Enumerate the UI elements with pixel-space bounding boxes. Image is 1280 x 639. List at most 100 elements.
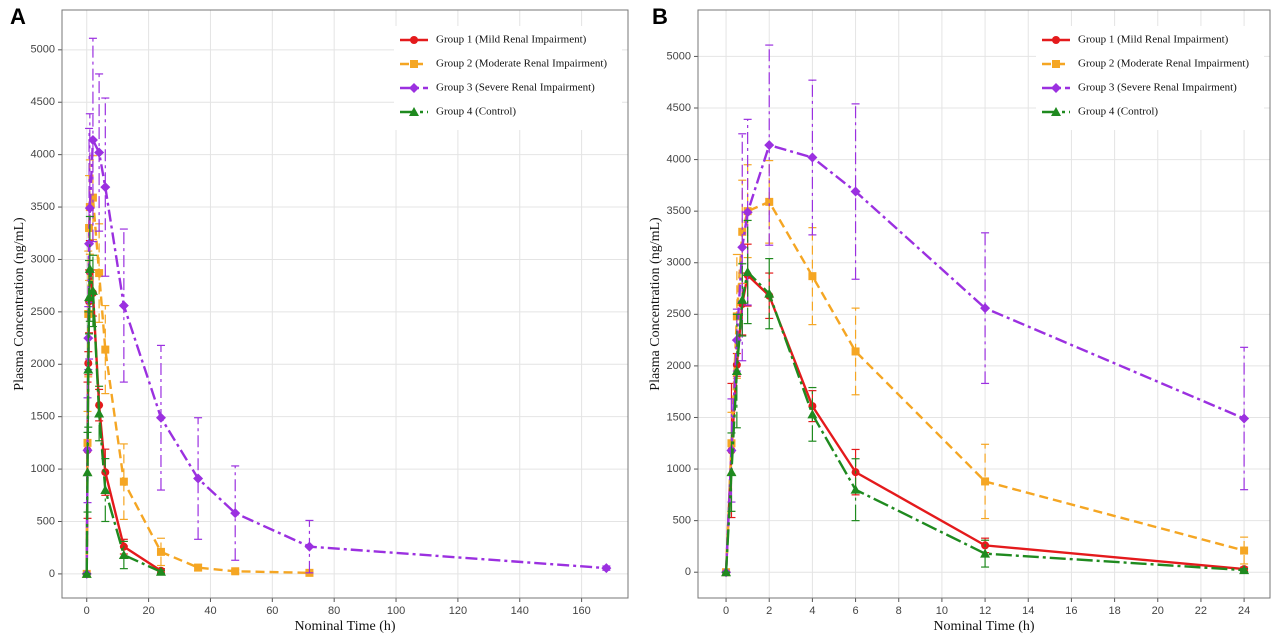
y-tick-label: 2500 xyxy=(31,306,55,318)
x-tick-label: 0 xyxy=(84,605,90,617)
marker xyxy=(194,563,203,572)
y-tick-label: 5000 xyxy=(31,44,55,56)
y-tick-label: 4500 xyxy=(667,102,691,114)
y-tick-label: 1500 xyxy=(667,411,691,423)
x-axis-title: Nominal Time (h) xyxy=(933,619,1034,634)
legend-label: Group 2 (Moderate Renal Impairment) xyxy=(1078,58,1249,70)
y-tick-label: 500 xyxy=(37,515,55,527)
y-tick-label: 3000 xyxy=(31,253,55,265)
x-tick-label: 8 xyxy=(896,605,902,617)
error-bar xyxy=(1240,536,1249,565)
legend-marker xyxy=(410,60,418,68)
series-line xyxy=(724,269,1245,573)
marker xyxy=(94,147,105,158)
marker xyxy=(1239,413,1250,424)
x-tick-label: 120 xyxy=(449,605,467,617)
marker xyxy=(101,345,110,354)
legend-marker xyxy=(1052,36,1060,44)
x-tick-label: 16 xyxy=(1065,605,1077,617)
marker xyxy=(742,267,753,277)
y-tick-label: 1000 xyxy=(667,463,691,475)
x-tick-label: 6 xyxy=(853,605,859,617)
marker xyxy=(981,477,990,486)
legend-marker xyxy=(1051,107,1061,116)
marker xyxy=(118,300,129,311)
legend-marker xyxy=(409,83,419,93)
legend-marker xyxy=(410,36,418,44)
marker xyxy=(193,473,204,484)
marker xyxy=(83,364,94,374)
marker xyxy=(88,193,97,202)
marker xyxy=(118,550,129,560)
error-bar xyxy=(156,537,165,567)
marker xyxy=(84,292,95,302)
marker xyxy=(1240,546,1249,555)
x-tick-label: 20 xyxy=(142,605,154,617)
plot-border xyxy=(697,9,1271,599)
y-tick-label: 1500 xyxy=(31,411,55,423)
marker xyxy=(851,347,860,356)
marker xyxy=(100,485,111,495)
error-bar xyxy=(743,219,752,325)
legend-label: Group 3 (Severe Renal Impairment) xyxy=(1078,82,1237,94)
marker xyxy=(84,263,95,273)
y-tick-label: 2000 xyxy=(667,360,691,372)
legend-box xyxy=(1036,26,1264,130)
panel-label: A xyxy=(10,4,26,29)
y-axis-title: Plasma Concentration (ng/mL) xyxy=(648,217,663,391)
marker xyxy=(87,134,98,145)
marker xyxy=(95,269,104,278)
legend-box xyxy=(394,26,622,130)
y-tick-label: 3500 xyxy=(667,205,691,217)
marker xyxy=(742,207,753,218)
y-tick-label: 4000 xyxy=(667,153,691,165)
error-bar xyxy=(101,97,110,277)
error-bar xyxy=(808,386,817,442)
marker xyxy=(807,152,818,163)
legend-marker xyxy=(409,107,419,116)
legend-label: Group 4 (Control) xyxy=(436,106,516,118)
marker xyxy=(82,467,93,477)
y-tick-label: 2000 xyxy=(31,358,55,370)
x-tick-label: 0 xyxy=(723,605,729,617)
x-tick-label: 4 xyxy=(809,605,815,617)
marker xyxy=(738,227,747,236)
marker xyxy=(155,412,166,423)
marker xyxy=(764,288,775,298)
marker xyxy=(980,303,991,314)
marker xyxy=(94,408,105,418)
marker xyxy=(808,272,817,281)
y-tick-label: 0 xyxy=(685,566,691,578)
marker xyxy=(721,567,732,577)
x-tick-label: 12 xyxy=(979,605,991,617)
marker xyxy=(737,294,748,304)
marker xyxy=(726,467,737,477)
y-tick-label: 1000 xyxy=(31,463,55,475)
marker xyxy=(304,541,315,552)
marker xyxy=(807,409,818,419)
x-tick-label: 10 xyxy=(936,605,948,617)
x-tick-label: 24 xyxy=(1238,605,1250,617)
marker xyxy=(155,566,166,576)
series-line xyxy=(85,139,607,574)
x-axis-title: Nominal Time (h) xyxy=(294,619,395,634)
marker xyxy=(737,242,748,253)
y-tick-label: 2500 xyxy=(667,308,691,320)
marker xyxy=(850,186,861,197)
marker xyxy=(156,547,165,556)
y-tick-label: 3000 xyxy=(667,257,691,269)
x-tick-label: 18 xyxy=(1108,605,1120,617)
marker xyxy=(1239,565,1250,575)
legend-label: Group 2 (Moderate Renal Impairment) xyxy=(436,58,607,70)
legend-label: Group 1 (Mild Renal Impairment) xyxy=(436,34,587,46)
marker xyxy=(765,197,774,206)
legend-marker xyxy=(1051,83,1061,93)
plot-border xyxy=(61,9,629,599)
marker xyxy=(231,567,240,576)
marker xyxy=(230,508,241,519)
y-tick-label: 500 xyxy=(673,515,691,527)
y-tick-label: 0 xyxy=(49,568,55,580)
x-tick-label: 14 xyxy=(1022,605,1034,617)
